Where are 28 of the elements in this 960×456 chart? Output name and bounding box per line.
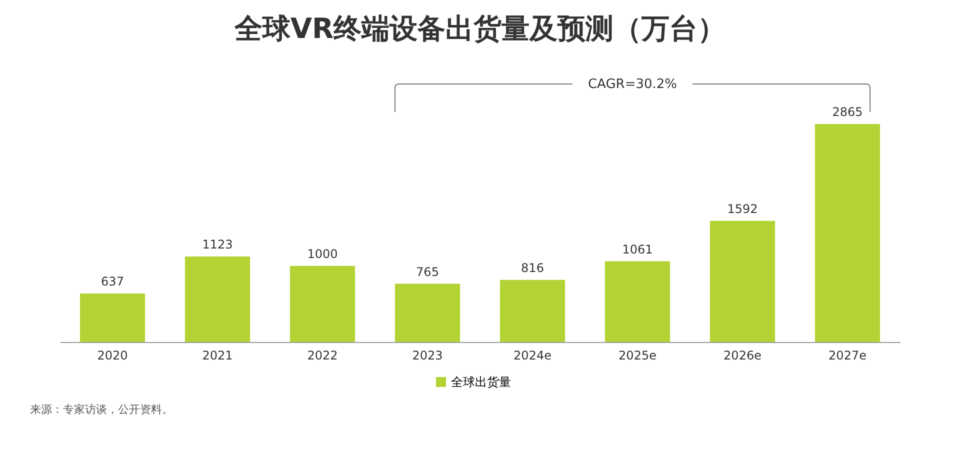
bar [290, 266, 356, 342]
x-tick-label: 2024e [514, 348, 552, 362]
x-tick-label: 2025e [618, 348, 656, 362]
bar [80, 294, 146, 342]
data-label: 1000 [307, 246, 338, 261]
bar [184, 256, 250, 342]
bar [604, 261, 670, 342]
data-label: 765 [416, 264, 439, 279]
data-label: 2865 [832, 105, 863, 119]
data-label: 1061 [622, 242, 653, 256]
bar [500, 280, 566, 342]
x-tick-label: 2026e [724, 348, 762, 362]
bar [394, 284, 460, 342]
x-tick-label: 2021 [202, 348, 233, 362]
data-label: 637 [101, 274, 124, 289]
x-tick-label: 2022 [307, 348, 338, 362]
legend-label: 全球出货量 [451, 375, 511, 389]
data-label: 816 [521, 260, 544, 275]
data-label: 1123 [202, 238, 233, 252]
x-tick-label: 2023 [412, 348, 443, 362]
x-tick-label: 2027e [828, 348, 866, 362]
x-tick-label: 2020 [97, 348, 128, 362]
text: CAGR=30.2% [588, 77, 678, 92]
bar [710, 220, 776, 342]
source-note: 来源：专家访谈，公开资料。 [30, 402, 173, 417]
data-label: 1592 [727, 202, 758, 216]
chart-title: 全球VR终端设备出货量及预测（万台） [233, 12, 726, 45]
bar [814, 124, 880, 342]
